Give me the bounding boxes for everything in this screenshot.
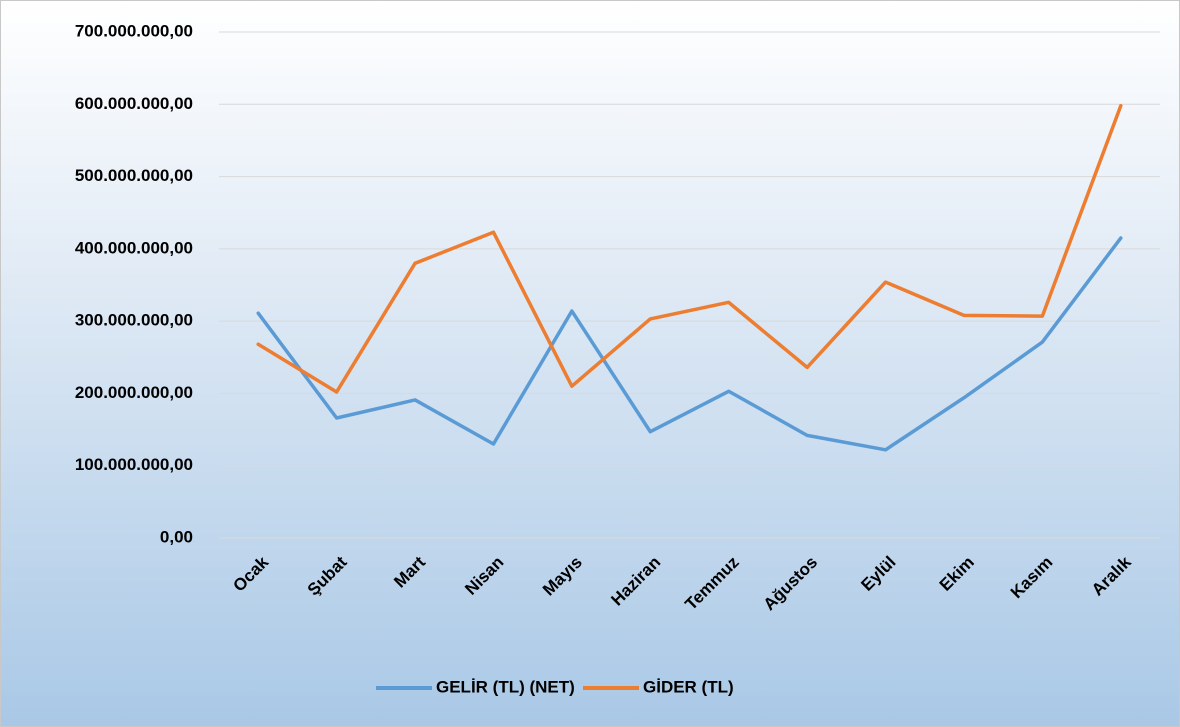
legend-label: GELİR (TL) (NET) — [436, 677, 575, 696]
series-line — [256, 103, 1123, 394]
y-tick-label: 500.000.000,00 — [75, 166, 193, 185]
y-tick-label: 100.000.000,00 — [75, 455, 193, 474]
legend-label: GİDER (TL) — [643, 677, 734, 696]
y-tick-label: 300.000.000,00 — [75, 311, 193, 330]
y-tick-label: 200.000.000,00 — [75, 383, 193, 402]
y-tick-label: 700.000.000,00 — [75, 21, 193, 40]
series-line — [256, 236, 1123, 452]
y-tick-label: 600.000.000,00 — [75, 94, 193, 113]
y-tick-label: 400.000.000,00 — [75, 238, 193, 257]
y-tick-label: 0,00 — [160, 527, 193, 546]
